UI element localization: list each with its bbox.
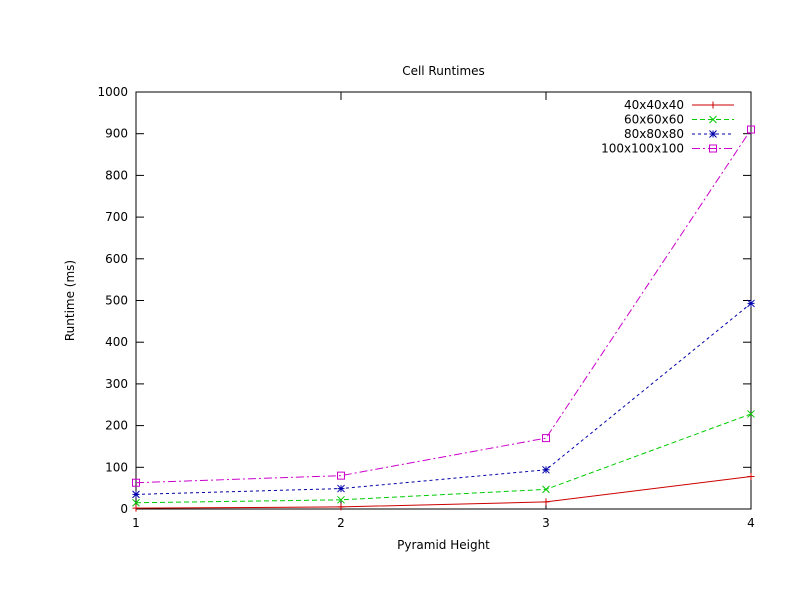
- y-axis-label: Runtime (ms): [63, 260, 77, 341]
- data-point: [709, 101, 717, 109]
- y-tick-label: 500: [105, 294, 128, 308]
- legend-item: 80x80x80: [624, 127, 734, 141]
- x-tick-label: 3: [542, 516, 550, 530]
- y-tick-label: 700: [105, 210, 128, 224]
- series-100x100x100: [132, 125, 755, 487]
- data-point: [337, 495, 345, 504]
- x-tick-label: 2: [337, 516, 345, 530]
- y-tick-label: 900: [105, 127, 128, 141]
- data-point: [542, 465, 550, 474]
- series-line: [135, 413, 752, 504]
- y-tick-label: 1000: [97, 85, 128, 99]
- data-point: [542, 485, 550, 494]
- axis-ticks: 0 100 200 300 400 500 600 700 800 900 1000 1 2 3 4: [97, 85, 754, 530]
- y-tick-label: 800: [105, 168, 128, 182]
- data-point: [747, 299, 755, 308]
- data-point: [747, 125, 755, 134]
- data-point: [337, 503, 345, 511]
- data-point: [337, 484, 345, 493]
- chart-title: Cell Runtimes: [402, 64, 485, 78]
- legend-label: 100x100x100: [601, 142, 684, 156]
- y-tick-label: 400: [105, 335, 128, 349]
- data-point: [747, 410, 755, 418]
- x-axis-label: Pyramid Height: [397, 538, 490, 552]
- data-point: [132, 490, 140, 499]
- x-tick-label: 4: [747, 516, 755, 530]
- data-point: [709, 130, 717, 138]
- legend-label: 80x80x80: [624, 127, 684, 141]
- data-series: [132, 125, 755, 512]
- series-line: [135, 129, 752, 484]
- legend-item: 40x40x40: [624, 98, 734, 112]
- y-tick-label: 300: [105, 377, 128, 391]
- data-point: [709, 144, 717, 153]
- y-tick-label: 200: [105, 419, 128, 433]
- data-point: [132, 504, 140, 512]
- y-tick-label: 600: [105, 252, 128, 266]
- series-40x40x40: [132, 472, 755, 512]
- data-point: [542, 434, 550, 443]
- data-point: [747, 472, 755, 480]
- y-tick-label: 100: [105, 460, 128, 474]
- series-line: [135, 303, 752, 495]
- legend-label: 60x60x60: [624, 113, 684, 127]
- series-60x60x60: [132, 410, 755, 507]
- data-point: [542, 498, 550, 506]
- legend-label: 40x40x40: [624, 98, 684, 112]
- x-tick-label: 1: [132, 516, 140, 530]
- y-tick-label: 0: [120, 502, 128, 516]
- legend-item: 100x100x100: [601, 142, 734, 156]
- legend-item: 60x60x60: [624, 113, 734, 127]
- data-point: [709, 115, 717, 124]
- data-point: [132, 478, 140, 487]
- data-point: [132, 498, 140, 507]
- data-point: [337, 471, 345, 480]
- series-80x80x80: [132, 299, 755, 499]
- series-line: [135, 475, 752, 509]
